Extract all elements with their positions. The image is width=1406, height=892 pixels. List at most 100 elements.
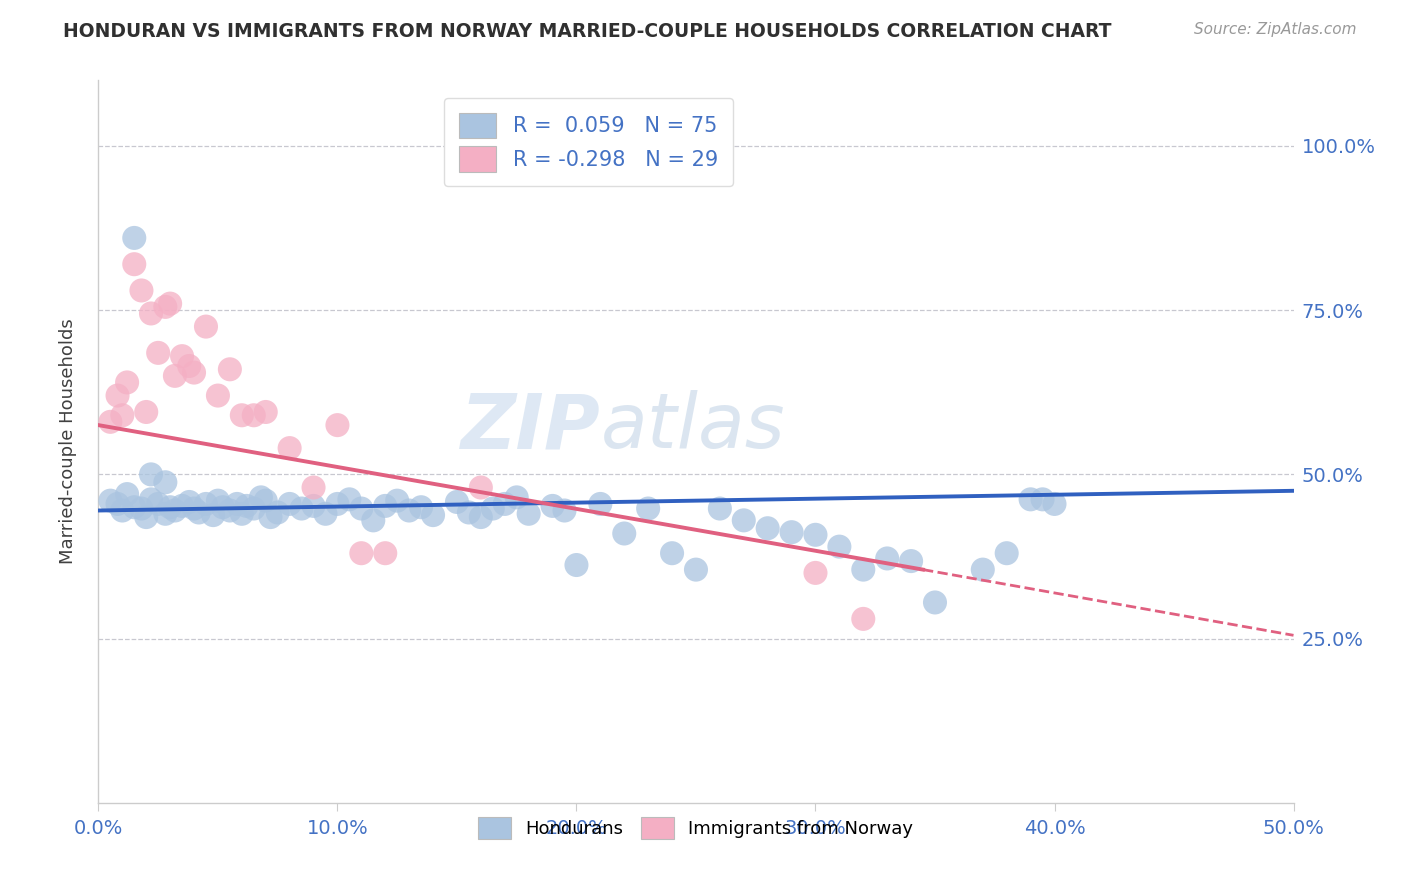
- Point: [139, 492, 162, 507]
- Point: [202, 508, 225, 522]
- Point: [470, 510, 492, 524]
- Point: [207, 493, 229, 508]
- Point: [541, 499, 564, 513]
- Point: [98, 415, 122, 429]
- Point: [124, 257, 146, 271]
- Point: [135, 510, 157, 524]
- Point: [613, 526, 636, 541]
- Point: [302, 499, 325, 513]
- Point: [972, 563, 994, 577]
- Point: [155, 507, 177, 521]
- Point: [243, 501, 266, 516]
- Point: [159, 500, 181, 515]
- Point: [291, 501, 314, 516]
- Point: [124, 231, 146, 245]
- Point: [98, 493, 122, 508]
- Point: [339, 492, 361, 507]
- Point: [1019, 492, 1042, 507]
- Point: [494, 497, 516, 511]
- Point: [111, 503, 134, 517]
- Point: [756, 521, 779, 535]
- Point: [254, 493, 277, 508]
- Point: [852, 563, 875, 577]
- Point: [111, 409, 134, 423]
- Text: ZIP: ZIP: [461, 390, 600, 464]
- Text: Source: ZipAtlas.com: Source: ZipAtlas.com: [1194, 22, 1357, 37]
- Point: [172, 349, 194, 363]
- Text: atlas: atlas: [600, 390, 785, 464]
- Point: [458, 506, 481, 520]
- Point: [852, 612, 875, 626]
- Point: [278, 441, 301, 455]
- Point: [148, 497, 170, 511]
- Point: [422, 508, 444, 522]
- Point: [363, 513, 385, 527]
- Point: [685, 563, 707, 577]
- Point: [900, 554, 922, 568]
- Point: [115, 487, 138, 501]
- Point: [398, 503, 420, 517]
- Point: [374, 499, 396, 513]
- Point: [411, 500, 433, 515]
- Point: [565, 558, 588, 572]
- Point: [139, 306, 162, 320]
- Point: [195, 319, 218, 334]
- Point: [183, 366, 205, 380]
- Point: [506, 491, 529, 505]
- Point: [804, 566, 827, 580]
- Point: [219, 503, 242, 517]
- Point: [661, 546, 683, 560]
- Point: [179, 359, 201, 373]
- Point: [139, 467, 162, 482]
- Point: [179, 495, 201, 509]
- Point: [254, 405, 277, 419]
- Point: [876, 551, 898, 566]
- Point: [231, 409, 253, 423]
- Point: [924, 595, 946, 609]
- Point: [1032, 492, 1054, 507]
- Point: [350, 546, 373, 560]
- Point: [350, 501, 373, 516]
- Point: [107, 497, 129, 511]
- Y-axis label: Married-couple Households: Married-couple Households: [59, 318, 77, 565]
- Point: [187, 506, 209, 520]
- Point: [804, 528, 827, 542]
- Point: [155, 475, 177, 490]
- Point: [131, 501, 153, 516]
- Point: [183, 501, 205, 516]
- Point: [195, 497, 218, 511]
- Point: [172, 499, 194, 513]
- Point: [589, 497, 612, 511]
- Point: [374, 546, 396, 560]
- Point: [211, 500, 233, 515]
- Legend: Hondurans, Immigrants from Norway: Hondurans, Immigrants from Norway: [470, 808, 922, 848]
- Point: [326, 497, 349, 511]
- Point: [385, 493, 409, 508]
- Point: [828, 540, 851, 554]
- Point: [733, 513, 755, 527]
- Point: [278, 497, 301, 511]
- Point: [554, 503, 576, 517]
- Point: [115, 376, 138, 390]
- Point: [995, 546, 1018, 560]
- Point: [302, 481, 325, 495]
- Point: [267, 506, 290, 520]
- Point: [163, 368, 186, 383]
- Point: [124, 500, 146, 515]
- Point: [326, 418, 349, 433]
- Point: [148, 346, 170, 360]
- Point: [637, 501, 659, 516]
- Point: [243, 409, 266, 423]
- Point: [315, 507, 337, 521]
- Point: [159, 296, 181, 310]
- Point: [1043, 497, 1066, 511]
- Point: [470, 481, 492, 495]
- Point: [250, 491, 273, 505]
- Point: [259, 510, 281, 524]
- Point: [780, 525, 803, 540]
- Point: [107, 388, 129, 402]
- Point: [131, 284, 153, 298]
- Point: [207, 388, 229, 402]
- Point: [226, 497, 249, 511]
- Point: [517, 507, 540, 521]
